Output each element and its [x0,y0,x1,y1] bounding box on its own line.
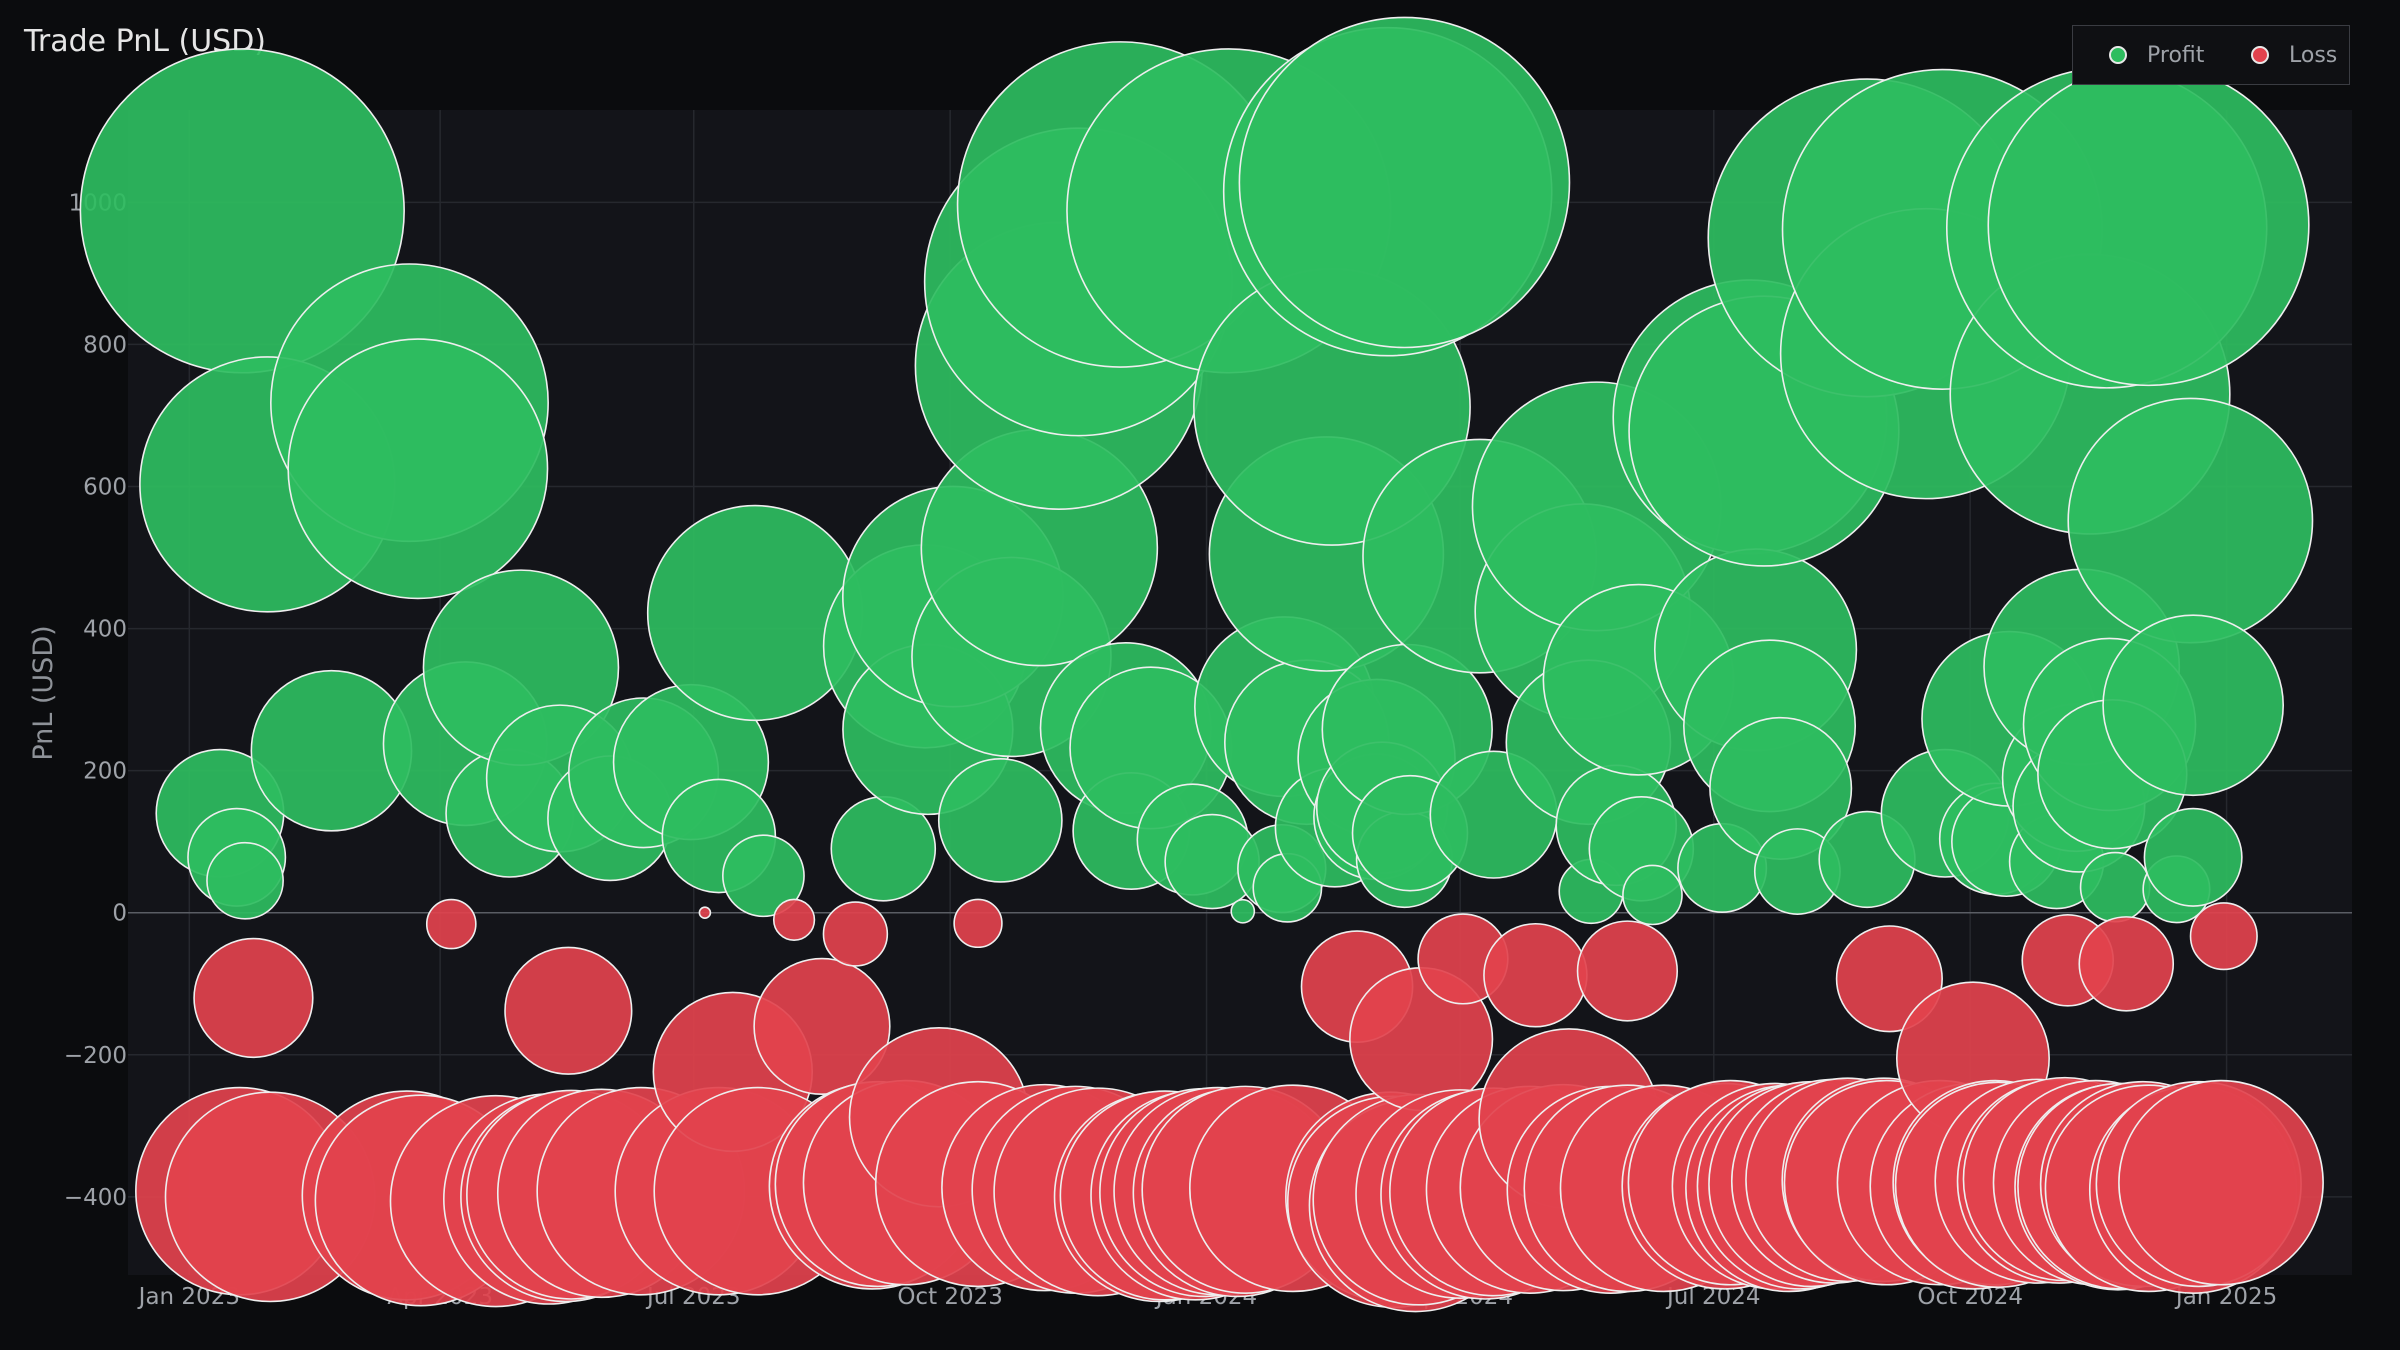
loss-point [2078,916,2175,1012]
legend-item-loss[interactable]: Loss [2251,26,2337,84]
y-axis-ticks: 10008006004002000−200−400 [64,190,127,1211]
y-tick-label: −200 [64,1043,127,1069]
profit-point [2102,614,2285,797]
profit-point [2067,397,2314,644]
y-tick-label: 200 [83,759,127,785]
legend-item-profit[interactable]: Profit [2109,26,2204,84]
loss-point [953,898,1003,949]
y-tick-label: 0 [112,901,127,927]
y-axis-label: PnL (USD) [28,625,59,760]
profit-point [1238,16,1571,349]
profit-point [1987,63,2310,387]
loss-point [753,957,891,1096]
loss-point [1835,925,1943,1033]
legend-marker-profit [2109,46,2127,64]
y-tick-label: −400 [64,1185,127,1211]
loss-point [2118,1079,2324,1286]
loss-point [425,898,477,950]
profit-point [206,841,284,920]
loss-point [772,898,816,941]
profit-point [2143,807,2243,907]
y-tick-label: 800 [83,332,127,358]
profit-point [1622,864,1683,926]
scatter-points [79,16,2324,1313]
legend-label-loss: Loss [2289,42,2338,68]
loss-point [698,906,712,920]
legend-marker-loss [2251,46,2269,64]
loss-point [822,901,889,967]
profit-point [722,834,805,918]
profit-point [2079,851,2151,923]
profit-point [1230,898,1256,924]
loss-point [193,937,314,1059]
y-tick-label: 400 [83,617,127,643]
x-tick-label: Oct 2023 [897,1284,1003,1310]
y-tick-label: 600 [83,474,127,500]
loss-point [1483,922,1588,1028]
profit-point [937,757,1063,883]
profit-point [287,338,549,600]
loss-point [2189,902,2258,971]
loss-point [1576,920,1679,1022]
loss-point [504,946,633,1075]
legend-label-profit: Profit [2147,42,2205,68]
legend: Profit Loss [2072,25,2350,85]
